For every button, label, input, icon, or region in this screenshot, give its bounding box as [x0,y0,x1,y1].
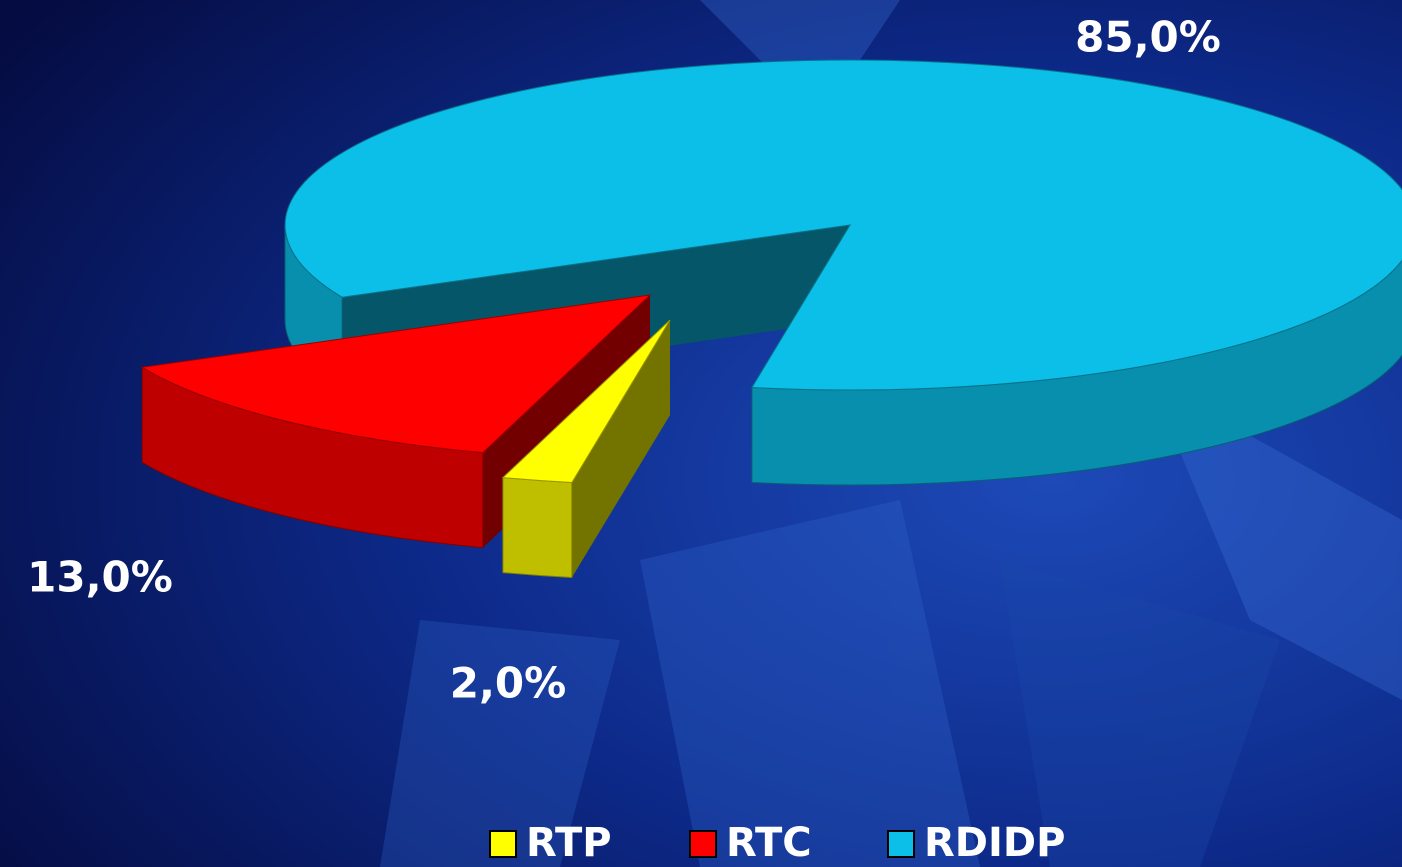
legend-swatch [489,830,517,858]
legend-label: RTP [526,820,612,866]
data-label: 85,0% [1075,13,1221,62]
slice [284,59,1402,391]
legend: RTP RTC RDIDP [489,820,1065,866]
data-label: 13,0% [27,553,173,602]
pie [140,59,1402,579]
slice [140,294,652,454]
slice [501,319,671,484]
legend-swatch [887,830,915,858]
legend-label: RDIDP [924,820,1065,866]
slice-side [502,477,573,579]
legend-label: RTC [726,820,812,866]
background-pattern [380,0,1402,867]
data-label: 2,0% [450,659,566,708]
legend-swatch [689,830,717,858]
